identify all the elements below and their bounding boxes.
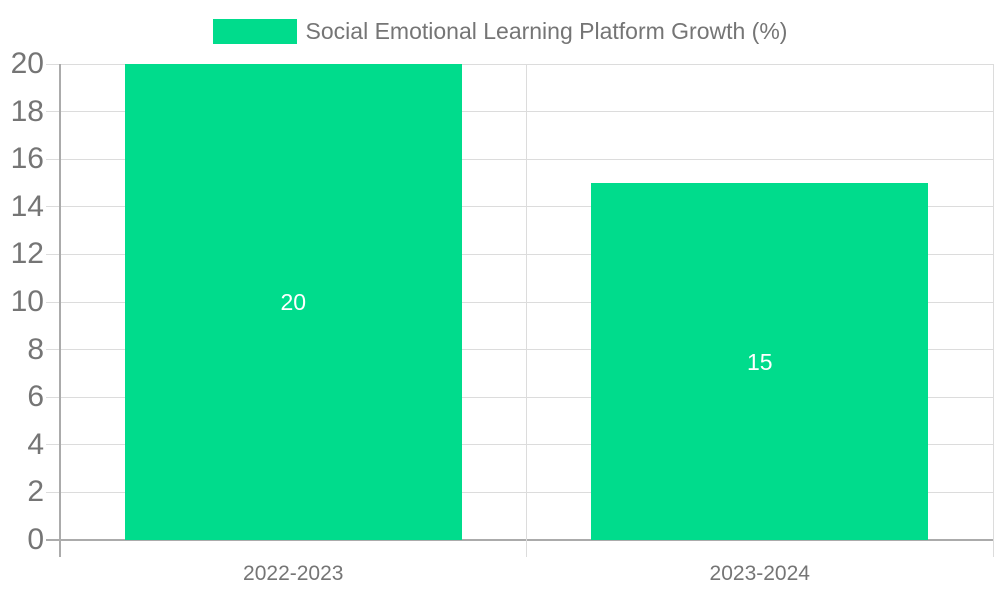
- y-axis-tick-label: 16: [10, 142, 44, 176]
- y-axis-tick: [46, 301, 60, 303]
- y-axis-line: [59, 64, 61, 557]
- y-axis-tick-label: 6: [27, 380, 44, 414]
- vertical-gridline: [526, 64, 527, 557]
- y-axis-tick-label: 8: [27, 332, 44, 366]
- x-axis-category-label: 2023-2024: [709, 562, 810, 585]
- y-axis-tick-label: 12: [10, 237, 44, 271]
- bar: [591, 183, 929, 540]
- y-axis-tick: [46, 491, 60, 493]
- y-axis-tick: [46, 444, 60, 446]
- y-axis-tick-label: 14: [10, 189, 44, 223]
- x-axis-category-label: 2022-2023: [243, 562, 344, 585]
- bar-value-label: 20: [280, 289, 307, 315]
- y-axis-tick: [46, 349, 60, 351]
- zero-line: [46, 539, 993, 541]
- y-axis-tick: [46, 111, 60, 113]
- y-axis-tick: [46, 206, 60, 208]
- y-axis-tick-label: 20: [10, 47, 44, 80]
- vertical-gridline: [992, 64, 994, 557]
- y-axis-tick-label: 0: [27, 523, 44, 556]
- y-axis-tick-label: 4: [27, 427, 44, 461]
- y-axis-tick: [46, 253, 60, 255]
- y-axis-tick-label: 2: [27, 475, 44, 509]
- bar-value-label: 15: [746, 348, 773, 375]
- y-axis-tick-label: 18: [10, 94, 44, 128]
- legend-swatch: [212, 19, 297, 44]
- chart-legend: Social Emotional Learning Platform Growt…: [0, 18, 1000, 45]
- y-axis-tick: [46, 63, 60, 65]
- legend-label: Social Emotional Learning Platform Growt…: [305, 18, 788, 44]
- y-axis-tick: [46, 396, 60, 398]
- y-axis-tick: [46, 158, 60, 160]
- y-axis-tick-label: 10: [10, 285, 44, 318]
- bar: [124, 64, 462, 540]
